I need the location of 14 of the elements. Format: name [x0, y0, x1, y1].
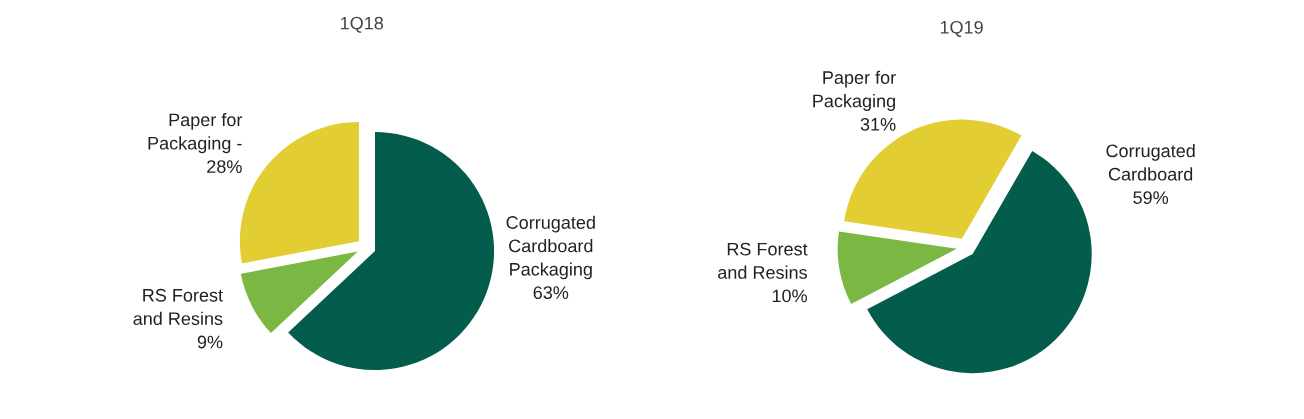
data-label: 59% [1133, 191, 1169, 204]
data-label: 10% [772, 289, 807, 303]
slice-label: RS Forest and Resins [718, 242, 808, 279]
data-label: 9% [197, 335, 223, 349]
slice-label: RS Forest and Resins [133, 288, 223, 326]
slice-label: Corrugated Cardboard Packaging [506, 215, 595, 280]
data-label: 28% [207, 160, 242, 173]
slice-label: Paper for Packaging [813, 70, 896, 111]
chart-title: 1Q18 [341, 16, 384, 33]
slice-label: Paper for Packaging - [148, 112, 243, 154]
slice-label: Corrugated Cardboard [1106, 143, 1195, 181]
data-label: 31% [860, 117, 896, 131]
chart-title: 1Q19 [940, 20, 983, 37]
data-label: 63% [533, 286, 569, 300]
